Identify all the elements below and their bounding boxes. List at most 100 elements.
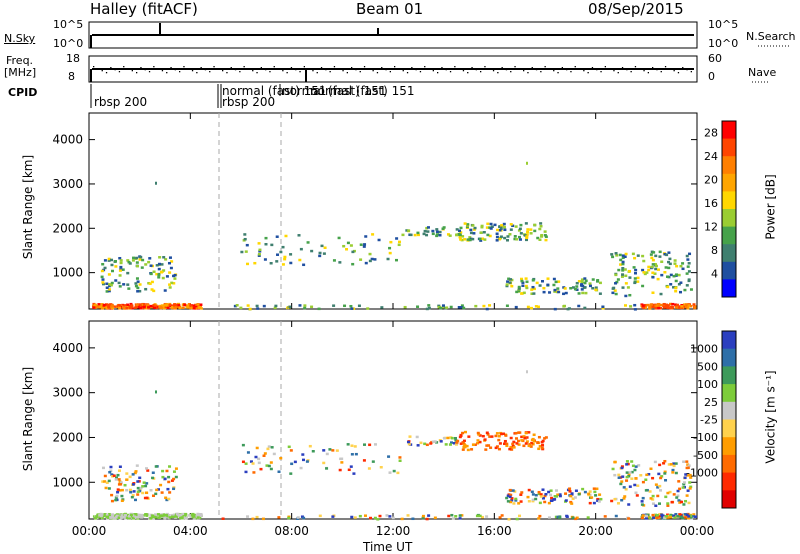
echo-point <box>96 513 100 516</box>
nave-point <box>609 68 611 70</box>
echo-point <box>425 233 429 237</box>
echo-point <box>591 287 595 290</box>
echo-point <box>151 305 155 309</box>
echo-point <box>170 305 174 309</box>
echo-point <box>520 491 524 494</box>
echo-point <box>668 262 672 266</box>
echo-point <box>138 289 142 293</box>
echo-point <box>623 268 627 271</box>
nave-point <box>351 67 353 69</box>
echo-point <box>663 516 667 519</box>
echo-point <box>298 258 302 262</box>
echo-point <box>100 269 104 273</box>
echo-point <box>689 304 693 308</box>
echo-point <box>141 491 145 495</box>
echo-point <box>537 492 541 496</box>
echo-point <box>135 277 139 280</box>
echo-point <box>601 305 605 308</box>
echo-point <box>627 474 631 478</box>
echo-point <box>519 223 523 227</box>
echo-point <box>525 235 529 238</box>
echo-point <box>427 306 431 310</box>
nave-point <box>286 72 288 74</box>
echo-point <box>421 514 425 518</box>
power-colorbar-tick: 4 <box>711 268 718 281</box>
echo-point <box>488 234 492 238</box>
echo-point <box>540 235 544 238</box>
echo-point <box>614 273 618 277</box>
echo-point <box>267 445 271 448</box>
echo-point <box>575 281 579 285</box>
nave-point <box>247 68 250 70</box>
echo-point <box>138 283 142 286</box>
echo-point <box>678 487 682 491</box>
echo-point <box>525 440 529 443</box>
echo-point <box>651 276 655 279</box>
echo-point <box>281 245 285 249</box>
echo-point <box>621 267 625 270</box>
echo-point <box>686 265 690 268</box>
echo-point <box>137 514 141 517</box>
echo-point <box>539 225 543 228</box>
echo-point <box>577 304 581 308</box>
nave-point <box>204 69 207 71</box>
echo-point <box>666 513 670 517</box>
echo-point <box>262 304 266 308</box>
echo-point <box>257 242 261 245</box>
echo-point <box>518 227 522 231</box>
echo-point <box>669 306 673 310</box>
echo-point <box>525 286 529 290</box>
echo-point <box>255 446 259 450</box>
echo-point <box>151 494 155 498</box>
echo-point <box>350 444 354 447</box>
echo-point <box>134 282 138 285</box>
echo-point <box>101 480 105 483</box>
nave-point <box>282 70 284 72</box>
echo-point <box>427 304 431 307</box>
echo-point <box>624 282 628 285</box>
echo-point <box>459 231 463 234</box>
echo-point <box>151 476 155 480</box>
echo-point <box>125 516 129 520</box>
echo-point <box>118 465 122 469</box>
power-colorbar-segment <box>722 244 736 263</box>
echo-point <box>279 456 283 460</box>
echo-point <box>445 306 449 309</box>
echo-point <box>353 445 357 448</box>
echo-point <box>517 502 521 505</box>
echo-point <box>439 306 443 310</box>
echo-point <box>591 278 595 281</box>
echo-point <box>554 489 558 492</box>
echo-point <box>479 231 483 234</box>
echo-point <box>688 252 692 256</box>
echo-point <box>564 492 568 495</box>
echo-point <box>103 474 107 478</box>
echo-point <box>510 497 514 500</box>
echo-point <box>495 235 499 239</box>
echo-point <box>644 478 648 481</box>
echo-point <box>126 271 130 275</box>
echo-point <box>435 228 439 231</box>
echo-point <box>544 493 548 496</box>
echo-point <box>187 514 191 517</box>
echo-point <box>105 513 109 517</box>
echo-point <box>678 501 682 504</box>
echo-point <box>255 304 259 308</box>
echo-point <box>298 304 302 307</box>
echo-point <box>625 460 629 463</box>
nave-point <box>574 66 576 68</box>
echo-point <box>538 444 542 448</box>
echo-point <box>531 498 535 502</box>
echo-point <box>571 516 575 519</box>
nave-point <box>243 66 245 68</box>
echo-point <box>136 290 140 293</box>
echo-point <box>629 305 633 308</box>
echo-point <box>668 257 672 261</box>
echo-point <box>275 260 279 263</box>
echo-point <box>174 303 178 307</box>
echo-point <box>110 499 114 503</box>
echo-point <box>246 515 250 518</box>
echo-point <box>132 490 136 493</box>
echo-point <box>254 455 258 459</box>
echo-point <box>498 228 502 232</box>
